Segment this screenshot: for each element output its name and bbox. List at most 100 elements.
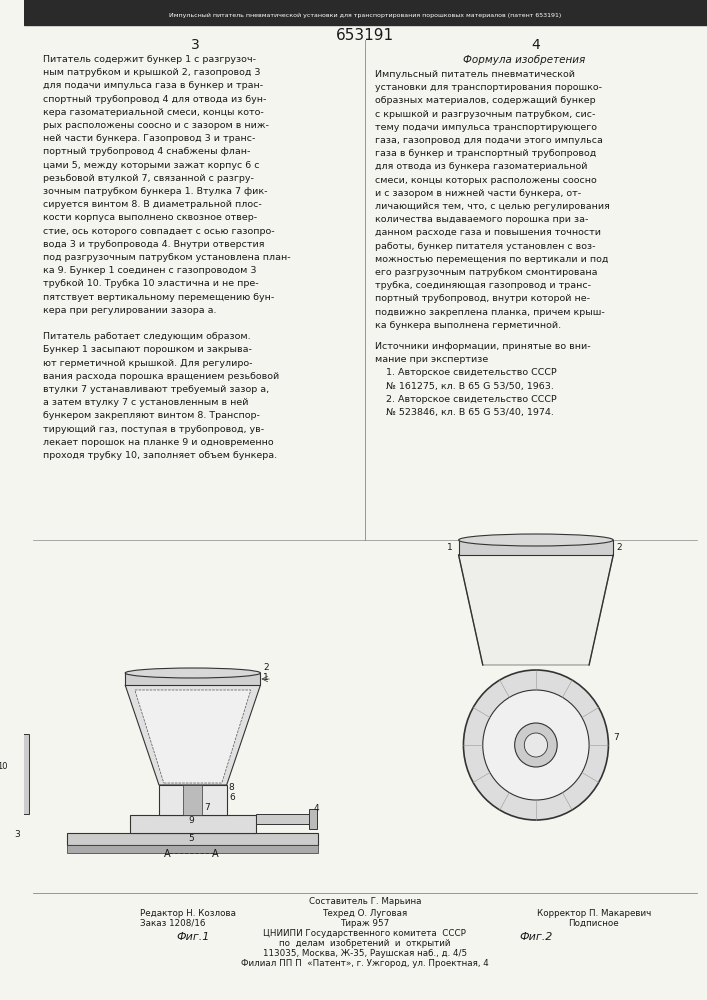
- Bar: [67, 845, 318, 853]
- Text: Формула изобретения: Формула изобретения: [463, 55, 585, 65]
- Text: Фиг.1: Фиг.1: [176, 932, 209, 942]
- Text: личающийся тем, что, с целью регулирования: личающийся тем, что, с целью регулирован…: [375, 202, 609, 211]
- Text: работы, бункер питателя установлен с воз-: работы, бункер питателя установлен с воз…: [375, 242, 595, 251]
- Text: по  делам  изобретений  и  открытий: по делам изобретений и открытий: [279, 939, 450, 948]
- Text: ней части бункера. Газопровод 3 и транс-: ней части бункера. Газопровод 3 и транс-: [43, 134, 255, 143]
- Text: образных материалов, содержащий бункер: образных материалов, содержащий бункер: [375, 96, 595, 105]
- Text: Питатель работает следующим образом.: Питатель работает следующим образом.: [43, 332, 250, 341]
- Text: установки для транспортирования порошко-: установки для транспортирования порошко-: [375, 83, 602, 92]
- Text: резьбовой втулкой 7, связанной с разгру-: резьбовой втулкой 7, связанной с разгру-: [43, 174, 254, 183]
- Text: Питатель содержит бункер 1 с разгрузоч-: Питатель содержит бункер 1 с разгрузоч-: [43, 55, 256, 64]
- Polygon shape: [459, 555, 613, 665]
- Text: Корректор П. Макаревич: Корректор П. Макаревич: [537, 909, 651, 918]
- Text: № 161275, кл. В 65 G 53/50, 1963.: № 161275, кл. В 65 G 53/50, 1963.: [386, 382, 554, 391]
- Text: ют герметичной крышкой. Для регулиро-: ют герметичной крышкой. Для регулиро-: [43, 359, 252, 368]
- Text: зочным патрубком бункера 1. Втулка 7 фик-: зочным патрубком бункера 1. Втулка 7 фик…: [43, 187, 267, 196]
- Text: тирующий газ, поступая в трубопровод, ув-: тирующий газ, поступая в трубопровод, ув…: [43, 425, 264, 434]
- Text: для подачи импульса газа в бункер и тран-: для подачи импульса газа в бункер и тран…: [43, 81, 263, 90]
- Text: 6: 6: [230, 793, 235, 802]
- Ellipse shape: [459, 534, 613, 546]
- Text: газа в бункер и транспортный трубопровод: газа в бункер и транспортный трубопровод: [375, 149, 596, 158]
- Text: А: А: [164, 849, 170, 859]
- Polygon shape: [135, 690, 251, 783]
- Text: Редактор Н. Козлова: Редактор Н. Козлова: [140, 909, 235, 918]
- Text: Тираж 957: Тираж 957: [340, 919, 390, 928]
- Text: газа, газопровод для подачи этого импульса: газа, газопровод для подачи этого импуль…: [375, 136, 602, 145]
- Bar: [183, 785, 202, 815]
- Text: Бункер 1 засыпают порошком и закрыва-: Бункер 1 засыпают порошком и закрыва-: [43, 345, 252, 354]
- Text: ным патрубком и крышкой 2, газопровод 3: ным патрубком и крышкой 2, газопровод 3: [43, 68, 260, 77]
- Text: сируется винтом 8. В диаметральной плос-: сируется винтом 8. В диаметральной плос-: [43, 200, 262, 209]
- Text: 3: 3: [192, 38, 200, 52]
- Text: ка бункера выполнена герметичной.: ка бункера выполнена герметичной.: [375, 321, 561, 330]
- Text: тему подачи импульса транспортирующего: тему подачи импульса транспортирующего: [375, 123, 597, 132]
- Circle shape: [525, 733, 547, 757]
- Text: можностью перемещения по вертикали и под: можностью перемещения по вертикали и под: [375, 255, 608, 264]
- Ellipse shape: [125, 668, 260, 678]
- Text: пятствует вертикальному перемещению бун-: пятствует вертикальному перемещению бун-: [43, 293, 274, 302]
- Bar: [4, 814, 19, 824]
- Circle shape: [464, 670, 609, 820]
- Bar: [67, 833, 318, 845]
- Text: подвижно закреплена планка, причем крыш-: подвижно закреплена планка, причем крыш-: [375, 308, 604, 317]
- Polygon shape: [125, 685, 260, 785]
- Text: с крышкой и разгрузочным патрубком, сис-: с крышкой и разгрузочным патрубком, сис-: [375, 110, 595, 119]
- Bar: [130, 815, 256, 833]
- Text: бункером закрепляют винтом 8. Транспор-: бункером закрепляют винтом 8. Транспор-: [43, 411, 260, 420]
- Text: ка 9. Бункер 1 соединен с газопроводом 3: ка 9. Бункер 1 соединен с газопроводом 3: [43, 266, 257, 275]
- Text: 653191: 653191: [336, 27, 394, 42]
- Text: кости корпуса выполнено сквозное отвер-: кости корпуса выполнено сквозное отвер-: [43, 213, 257, 222]
- Text: портный трубопровод, внутри которой не-: портный трубопровод, внутри которой не-: [375, 294, 590, 303]
- Text: цами 5, между которыми зажат корпус 6 с: цами 5, между которыми зажат корпус 6 с: [43, 161, 259, 170]
- Text: 113035, Москва, Ж-35, Раушская наб., д. 4/5: 113035, Москва, Ж-35, Раушская наб., д. …: [263, 949, 467, 958]
- Text: Техред О. Луговая: Техред О. Луговая: [322, 909, 407, 918]
- Text: Заказ 1208/16: Заказ 1208/16: [140, 919, 205, 928]
- Text: а затем втулку 7 с установленным в ней: а затем втулку 7 с установленным в ней: [43, 398, 248, 407]
- Text: трубка, соединяющая газопровод и транс-: трубка, соединяющая газопровод и транс-: [375, 281, 590, 290]
- Text: рых расположены соосно и с зазором в ниж-: рых расположены соосно и с зазором в ниж…: [43, 121, 269, 130]
- Text: вания расхода порошка вращением резьбовой: вания расхода порошка вращением резьбово…: [43, 372, 279, 381]
- Text: № 523846, кл. В 65 G 53/40, 1974.: № 523846, кл. В 65 G 53/40, 1974.: [386, 408, 554, 417]
- Text: втулки 7 устанавливают требуемый зазор а,: втулки 7 устанавливают требуемый зазор а…: [43, 385, 269, 394]
- Bar: [256, 814, 314, 824]
- Bar: [309, 809, 317, 829]
- Bar: [14, 809, 22, 829]
- Text: 9: 9: [539, 741, 544, 750]
- Circle shape: [483, 690, 589, 800]
- Text: кера газоматериальной смеси, концы кото-: кера газоматериальной смеси, концы кото-: [43, 108, 264, 117]
- Text: лекает порошок на планке 9 и одновременно: лекает порошок на планке 9 и одновременн…: [43, 438, 274, 447]
- Text: Источники информации, принятые во вни-: Источники информации, принятые во вни-: [375, 342, 590, 351]
- Text: смеси, концы которых расположены соосно: смеси, концы которых расположены соосно: [375, 176, 596, 185]
- Text: и с зазором в нижней части бункера, от-: и с зазором в нижней части бункера, от-: [375, 189, 580, 198]
- Text: проходя трубку 10, заполняет объем бункера.: проходя трубку 10, заполняет объем бунке…: [43, 451, 277, 460]
- Text: А: А: [212, 849, 218, 859]
- Circle shape: [515, 723, 557, 767]
- Text: кера при регулировании зазора а.: кера при регулировании зазора а.: [43, 306, 216, 315]
- Text: 1. Авторское свидетельство СССР: 1. Авторское свидетельство СССР: [386, 368, 557, 377]
- Text: вода 3 и трубопровода 4. Внутри отверстия: вода 3 и трубопровода 4. Внутри отверсти…: [43, 240, 264, 249]
- Text: 3: 3: [14, 830, 20, 839]
- Text: спортный трубопровод 4 для отвода из бун-: спортный трубопровод 4 для отвода из бун…: [43, 95, 267, 104]
- Text: мание при экспертизе: мание при экспертизе: [375, 355, 488, 364]
- Text: 7: 7: [613, 733, 619, 742]
- Text: Импульсный питатель пневматической: Импульсный питатель пневматической: [375, 70, 575, 79]
- Bar: [23, 0, 707, 25]
- Text: 9: 9: [188, 816, 194, 825]
- Text: А-А: А-А: [507, 547, 526, 557]
- Text: количества выдаваемого порошка при за-: количества выдаваемого порошка при за-: [375, 215, 588, 224]
- Text: для отвода из бункера газоматериальной: для отвода из бункера газоматериальной: [375, 162, 587, 171]
- Text: стие, ось которого совпадает с осью газопро-: стие, ось которого совпадает с осью газо…: [43, 227, 274, 236]
- Bar: [159, 785, 227, 815]
- Text: 2. Авторское свидетельство СССР: 2. Авторское свидетельство СССР: [386, 395, 557, 404]
- Text: 4: 4: [532, 38, 540, 52]
- Text: Составитель Г. Марьина: Составитель Г. Марьина: [308, 897, 421, 906]
- Text: трубкой 10. Трубка 10 эластична и не пре-: трубкой 10. Трубка 10 эластична и не пре…: [43, 279, 259, 288]
- Text: 4: 4: [314, 804, 320, 813]
- Text: данном расходе газа и повышения точности: данном расходе газа и повышения точности: [375, 228, 600, 237]
- Text: 2: 2: [264, 663, 269, 672]
- Text: 5: 5: [188, 834, 194, 843]
- Text: его разгрузочным патрубком смонтирована: его разгрузочным патрубком смонтирована: [375, 268, 597, 277]
- Text: портный трубопровод 4 снабжены флан-: портный трубопровод 4 снабжены флан-: [43, 147, 250, 156]
- Text: Импульсный питатель пневматической установки для транспортирования порошковых ма: Импульсный питатель пневматической устан…: [169, 12, 561, 18]
- Text: 8: 8: [559, 768, 565, 777]
